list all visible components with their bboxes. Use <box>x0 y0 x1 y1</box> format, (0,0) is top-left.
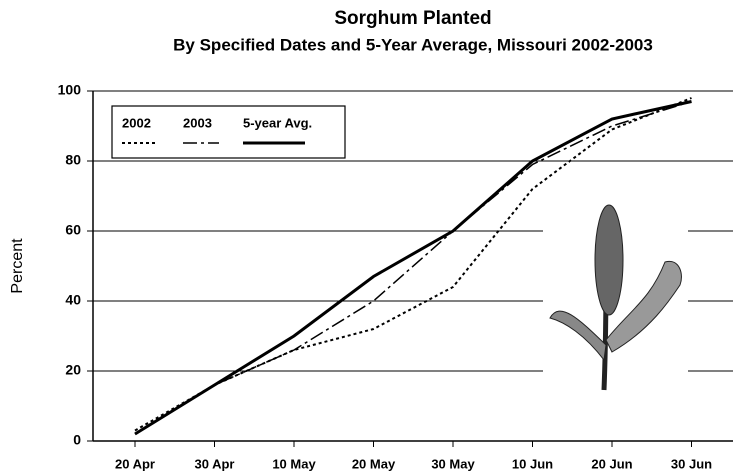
legend-box <box>111 105 346 159</box>
marks <box>134 97 692 436</box>
x-tick-label: 10 May <box>272 456 316 471</box>
y-tick-label: 80 <box>65 152 81 168</box>
y-tick-label: 20 <box>65 362 81 378</box>
y-tick-label: 40 <box>65 292 81 308</box>
chart-title: Sorghum Planted <box>334 8 491 29</box>
legend-label: 2003 <box>183 115 212 130</box>
x-tick-label: 30 Jun <box>671 456 712 471</box>
y-tick-label: 60 <box>65 222 81 238</box>
chart-subtitle: By Specified Dates and 5-Year Average, M… <box>173 35 653 54</box>
legend-label: 2002 <box>122 115 151 130</box>
legend-label: 5-year Avg. <box>243 115 312 130</box>
y-tick-label: 100 <box>58 82 82 98</box>
x-tick-label: 10 Jun <box>512 456 553 471</box>
series-line <box>134 97 692 432</box>
x-tick-label: 20 Apr <box>115 456 155 471</box>
series-line <box>134 100 692 436</box>
y-axis-label: Percent <box>9 238 26 294</box>
x-tick-label: 20 May <box>352 456 396 471</box>
y-tick-label: 0 <box>73 432 81 448</box>
x-tick-label: 30 May <box>431 456 475 471</box>
sorghum-illustration <box>549 204 682 391</box>
series-line <box>134 100 692 435</box>
x-tick-label: 30 Apr <box>195 456 235 471</box>
x-tick-label: 20 Jun <box>591 456 632 471</box>
